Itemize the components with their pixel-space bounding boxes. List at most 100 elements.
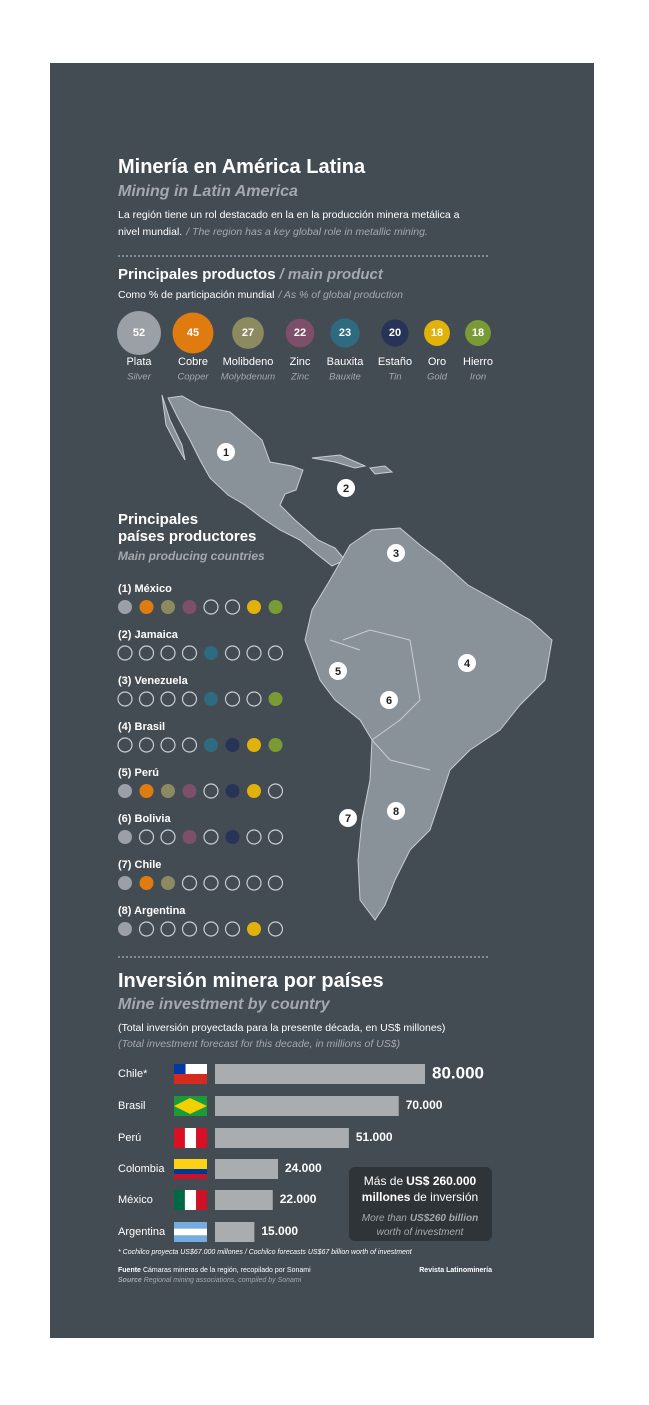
value-label: 22.000 [280, 1192, 317, 1206]
chart-note: (Total inversión proyectada para la pres… [118, 1022, 445, 1034]
product-dot [182, 784, 197, 798]
map-marker [387, 544, 405, 562]
intro: La región tiene un rol destacado en la e… [118, 209, 460, 221]
source-part: Source [118, 1277, 142, 1284]
product-dot [118, 830, 132, 844]
flag [184, 1190, 197, 1210]
map-marker-label: 8 [393, 806, 399, 818]
flag [174, 1128, 185, 1148]
product-dot [138, 921, 155, 937]
product-dot [224, 875, 241, 891]
product-dot [118, 784, 132, 798]
product-dot [246, 645, 262, 661]
product-dot [181, 737, 198, 753]
bar [215, 1096, 399, 1116]
value-label: 51.000 [356, 1130, 393, 1144]
product-dot [247, 738, 261, 752]
product-dot [181, 691, 198, 707]
product-name-en: Zinc [290, 372, 309, 383]
product-bubble [330, 318, 360, 348]
category-label: México [118, 1194, 153, 1206]
product-name: Oro [428, 356, 446, 368]
product-dot [138, 691, 155, 707]
map-marker [387, 802, 405, 820]
intro-part: La región tiene un rol destacado en la e… [118, 209, 460, 221]
product-dot [224, 921, 241, 937]
product-dot [181, 875, 198, 891]
chart-title: Inversión minera por países [118, 970, 384, 992]
product-name: Hierro [463, 356, 493, 368]
value-label: 80.000 [432, 1063, 484, 1082]
bar [215, 1159, 278, 1179]
source: Fuente Cámaras mineras de la región, reco… [118, 1267, 311, 1274]
product-dot [268, 692, 283, 706]
title: Minería en América Latina [118, 156, 366, 178]
product-dot [160, 737, 176, 753]
flag [196, 1128, 207, 1148]
product-bubble [465, 320, 491, 346]
bubble-label: 52 [133, 327, 145, 339]
product-dot [182, 600, 197, 614]
product-bubble [232, 317, 264, 349]
product-bubble [424, 320, 450, 346]
callout-text-part: US$260 billion [410, 1213, 478, 1224]
product-dot [138, 645, 155, 661]
product-dot [160, 829, 176, 845]
product-dot [225, 784, 240, 798]
flag [174, 1169, 207, 1174]
product-dot [118, 876, 132, 890]
category-label: Colombia [118, 1163, 165, 1175]
section-subtitle-part: / As % of global production [277, 289, 403, 301]
map-marker-label: 2 [343, 483, 349, 495]
product-bubble [381, 319, 409, 347]
country-label: (5) Perú [118, 767, 159, 779]
section-title-part: Principales productos [118, 266, 276, 283]
callout-text: Más de US$ 260.000 [364, 1174, 477, 1188]
bubble-label: 45 [187, 327, 199, 339]
map-marker [380, 691, 398, 709]
flag [174, 1064, 186, 1074]
product-dot [225, 830, 240, 844]
flag [174, 1098, 207, 1114]
product-dot [225, 738, 240, 752]
callout-text-part: More than [362, 1213, 407, 1224]
bubble-label: 20 [389, 327, 401, 339]
callout-text: millones de inversión [362, 1190, 478, 1204]
map-marker [339, 809, 357, 827]
subtitle-part: Mining in Latin America [118, 183, 298, 200]
category-label: Brasil [118, 1100, 146, 1112]
flag [174, 1222, 207, 1229]
product-dot [267, 921, 284, 937]
product-dot [267, 829, 284, 845]
callout-text-part: de inversión [413, 1190, 478, 1204]
credit: Revista Latinominería [419, 1267, 492, 1274]
chart-note-part: (Total inversión proyectada para la pres… [118, 1022, 445, 1034]
product-name-en: Gold [427, 372, 448, 383]
map-marker [329, 662, 347, 680]
flag [196, 1190, 207, 1210]
product-dot [117, 691, 133, 707]
map-marker-label: 6 [386, 695, 392, 707]
product-name: Cobre [178, 356, 208, 368]
product-dot [268, 600, 283, 614]
product-name: Molibdeno [223, 356, 274, 368]
product-dot [160, 921, 176, 937]
source-part: Cámaras mineras de la región, recopilado… [143, 1267, 311, 1274]
product-dot [267, 783, 284, 799]
product-dot [138, 737, 155, 753]
product-name-en: Bauxite [329, 372, 361, 383]
product-dot [246, 875, 262, 891]
country-label: (4) Brasil [118, 721, 165, 733]
bubble-label: 23 [339, 327, 351, 339]
country-label: (2) Jamaica [118, 629, 179, 641]
product-dot [203, 921, 219, 937]
bubble-label: 27 [242, 327, 254, 339]
value-label: 15.000 [261, 1224, 298, 1238]
chart-note: (Total investment forecast for this deca… [118, 1038, 400, 1050]
product-dot [203, 829, 219, 845]
section-title-part: Principales [118, 511, 198, 528]
country-label: (8) Argentina [118, 905, 186, 917]
bubble-label: 22 [294, 327, 306, 339]
intro-part: / The region has a key global role in me… [185, 226, 428, 238]
product-dot [160, 691, 176, 707]
